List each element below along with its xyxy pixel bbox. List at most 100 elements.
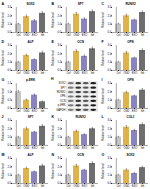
- svg-text:1.0: 1.0: [57, 135, 61, 139]
- svg-text:2.0: 2.0: [57, 127, 61, 131]
- svg-text:OCN: OCN: [77, 40, 84, 44]
- svg-text:RUNX2: RUNX2: [125, 2, 136, 6]
- svg-text:SOX2: SOX2: [26, 2, 34, 6]
- svg-text:Relative level: Relative level: [51, 50, 55, 66]
- svg-text:Ctrl: Ctrl: [16, 146, 20, 150]
- svg-text:p-ERK: p-ERK: [58, 103, 66, 107]
- svg-text:OGD: OGD: [74, 71, 80, 75]
- svg-text:Relative level: Relative level: [1, 163, 5, 179]
- svg-text:Ctrl: Ctrl: [16, 108, 20, 112]
- svg-text:OPN: OPN: [60, 94, 66, 98]
- svg-text:3.0: 3.0: [7, 5, 11, 9]
- svg-text:Inh: Inh: [41, 184, 45, 188]
- svg-text:A: A: [2, 2, 5, 6]
- svg-text:M: M: [2, 153, 5, 157]
- svg-text:Ctrl: Ctrl: [66, 184, 70, 188]
- svg-text:Ctrl: Ctrl: [116, 108, 120, 112]
- svg-text:E: E: [52, 39, 55, 43]
- svg-text:1.0: 1.0: [57, 173, 61, 177]
- svg-text:3.0: 3.0: [7, 43, 11, 47]
- svg-text:OGD: OGD: [24, 71, 30, 75]
- svg-text:Ctrl: Ctrl: [66, 33, 70, 37]
- svg-text:1.0: 1.0: [7, 60, 11, 64]
- svg-text:2.0: 2.0: [107, 165, 111, 169]
- svg-text:EXO: EXO: [132, 108, 137, 112]
- svg-text:3.0: 3.0: [107, 157, 111, 161]
- svg-text:0.0: 0.0: [107, 106, 111, 110]
- svg-text:OGD: OGD: [124, 108, 130, 112]
- svg-text:3.0: 3.0: [107, 119, 111, 123]
- svg-text:3.0: 3.0: [57, 119, 61, 123]
- svg-text:Inh: Inh: [41, 33, 45, 37]
- svg-text:EXO: EXO: [82, 146, 87, 150]
- svg-text:3.0: 3.0: [57, 5, 61, 9]
- svg-text:0.0: 0.0: [57, 30, 61, 34]
- svg-text:Relative level: Relative level: [1, 87, 5, 103]
- svg-text:G: G: [2, 77, 5, 81]
- svg-text:Relative level: Relative level: [101, 163, 105, 179]
- svg-text:Inh: Inh: [91, 33, 95, 37]
- svg-text:EXO: EXO: [32, 71, 37, 75]
- svg-text:Relative level: Relative level: [1, 125, 5, 141]
- svg-text:EXO: EXO: [32, 33, 37, 37]
- svg-text:OPN: OPN: [127, 40, 134, 44]
- svg-text:Relative level: Relative level: [51, 125, 55, 141]
- svg-text:Relative level: Relative level: [51, 163, 55, 179]
- svg-text:0.0: 0.0: [57, 182, 61, 186]
- svg-text:B: B: [52, 2, 55, 6]
- svg-text:Inh: Inh: [91, 71, 95, 75]
- svg-text:0.0: 0.0: [107, 68, 111, 72]
- svg-text:OGD: OGD: [24, 146, 30, 150]
- svg-text:K: K: [52, 115, 55, 119]
- svg-text:3.0: 3.0: [57, 43, 61, 47]
- svg-text:Ctrl: Ctrl: [116, 33, 120, 37]
- svg-text:Relative level: Relative level: [101, 50, 105, 66]
- svg-text:0.0: 0.0: [107, 30, 111, 34]
- svg-text:ALP: ALP: [28, 153, 34, 157]
- svg-text:2.0: 2.0: [107, 14, 111, 18]
- svg-text:C: C: [102, 2, 105, 6]
- svg-text:Ctrl: Ctrl: [66, 71, 70, 75]
- svg-text:0.0: 0.0: [57, 68, 61, 72]
- svg-text:EXO: EXO: [132, 71, 137, 75]
- svg-text:Relative level: Relative level: [1, 50, 5, 66]
- svg-text:Inh: Inh: [41, 146, 45, 150]
- svg-text:p-ERK: p-ERK: [26, 78, 36, 82]
- svg-text:Inh: Inh: [91, 146, 95, 150]
- svg-text:OGD: OGD: [124, 184, 130, 188]
- svg-text:2.0: 2.0: [7, 165, 11, 169]
- svg-text:OGD: OGD: [24, 184, 30, 188]
- svg-text:Relative level: Relative level: [101, 87, 105, 103]
- svg-text:OGD: OGD: [24, 108, 30, 112]
- svg-text:OGD: OGD: [74, 184, 80, 188]
- svg-text:EXO: EXO: [82, 184, 87, 188]
- svg-text:2.0: 2.0: [107, 89, 111, 93]
- svg-text:SP7: SP7: [78, 2, 84, 6]
- svg-text:1.0: 1.0: [107, 22, 111, 26]
- svg-text:3.0: 3.0: [7, 119, 11, 123]
- svg-text:COL1: COL1: [126, 116, 134, 120]
- svg-text:1.0: 1.0: [107, 135, 111, 139]
- svg-text:3.0: 3.0: [107, 81, 111, 85]
- svg-text:OGD: OGD: [124, 33, 130, 37]
- svg-text:2.0: 2.0: [107, 127, 111, 131]
- svg-text:Inh: Inh: [141, 108, 145, 112]
- svg-text:3.0: 3.0: [7, 157, 11, 161]
- svg-text:Ctrl: Ctrl: [16, 184, 20, 188]
- svg-text:L: L: [102, 115, 105, 119]
- svg-text:2.0: 2.0: [7, 127, 11, 131]
- svg-text:1.0: 1.0: [107, 60, 111, 64]
- svg-text:2.0: 2.0: [57, 165, 61, 169]
- svg-text:Inh: Inh: [141, 33, 145, 37]
- svg-text:Relative level: Relative level: [101, 125, 105, 141]
- svg-text:EXO: EXO: [132, 33, 137, 37]
- svg-text:D: D: [2, 39, 5, 43]
- svg-text:RUNX2: RUNX2: [75, 116, 86, 120]
- svg-text:Inh: Inh: [141, 71, 145, 75]
- svg-text:GAPDH: GAPDH: [56, 107, 65, 111]
- svg-text:F: F: [102, 39, 105, 43]
- svg-text:OCN: OCN: [77, 153, 84, 157]
- svg-text:SP7: SP7: [28, 116, 34, 120]
- svg-text:EXO: EXO: [32, 146, 37, 150]
- svg-text:3.0: 3.0: [107, 43, 111, 47]
